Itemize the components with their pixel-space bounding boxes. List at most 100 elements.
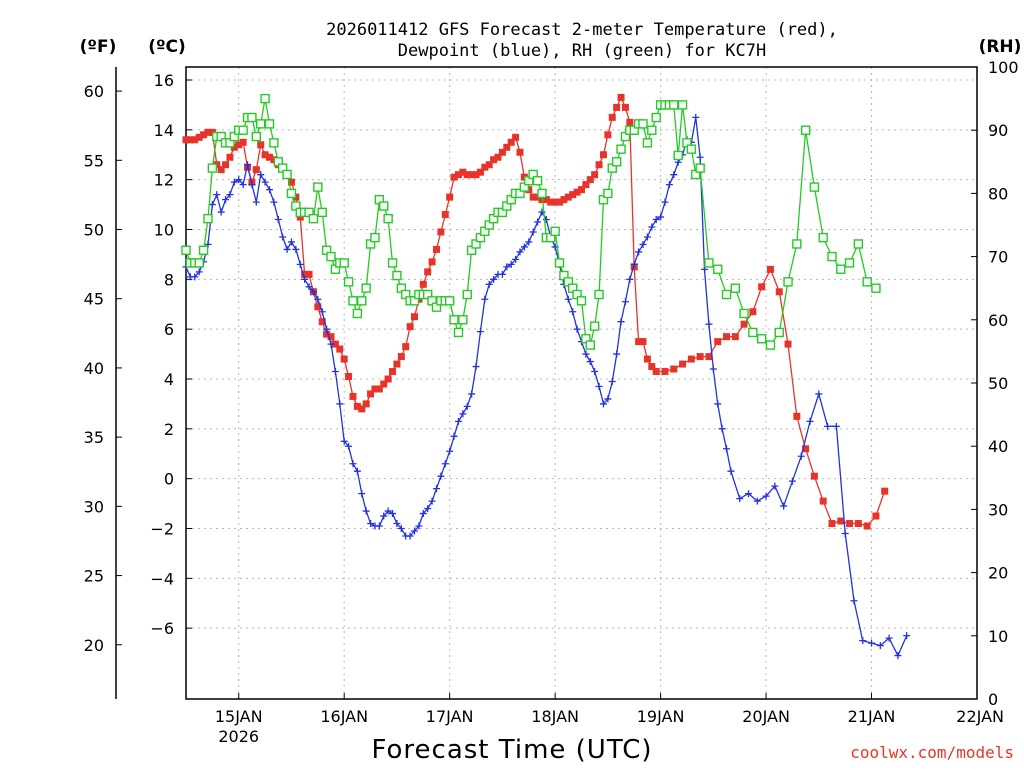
dewpoint-point bbox=[670, 171, 678, 179]
dewpoint-point bbox=[419, 510, 427, 518]
dewpoint-point bbox=[714, 400, 722, 408]
x-tick-label: 19JAN bbox=[637, 707, 685, 726]
temperature-point bbox=[204, 128, 212, 136]
temperature-point bbox=[195, 133, 203, 141]
temperature-point bbox=[802, 445, 810, 453]
rh-point bbox=[647, 125, 657, 135]
temperature-point bbox=[397, 353, 405, 361]
dewpoint-point bbox=[564, 295, 572, 303]
temperature-point bbox=[287, 178, 295, 186]
dewpoint-point bbox=[639, 240, 647, 248]
temperature-point bbox=[472, 171, 480, 179]
rh-point bbox=[348, 296, 358, 306]
dewpoint-point bbox=[437, 472, 445, 480]
rh-point bbox=[383, 213, 393, 224]
dewpoint-point bbox=[468, 390, 476, 398]
dewpoint-point bbox=[705, 320, 713, 328]
rh-point bbox=[256, 119, 266, 129]
rh-point bbox=[313, 182, 323, 192]
rh-point bbox=[361, 283, 371, 293]
temperature-point bbox=[551, 198, 559, 206]
celsius-axis-label: (ºC) bbox=[148, 37, 186, 57]
dewpoint-point bbox=[252, 198, 260, 206]
rh-point bbox=[638, 119, 648, 129]
rh-point bbox=[392, 270, 402, 281]
dewpoint-point bbox=[191, 273, 199, 281]
dewpoint-point bbox=[463, 402, 471, 410]
temperature-point bbox=[432, 245, 440, 253]
temperature-point bbox=[494, 153, 502, 161]
temperature-point bbox=[257, 141, 265, 149]
dewpoint-point bbox=[213, 191, 221, 199]
celsius-tick-label: 8 bbox=[164, 270, 174, 289]
dewpoint-point bbox=[613, 350, 621, 358]
dewpoint-point bbox=[841, 529, 849, 537]
dewpoint-point bbox=[859, 637, 867, 645]
rh-point bbox=[756, 334, 767, 344]
x-axis-title: Forecast Time (UTC) bbox=[371, 735, 652, 765]
rh-point bbox=[594, 289, 604, 300]
rh-point bbox=[444, 296, 455, 306]
rh-line bbox=[185, 98, 877, 347]
rh-point bbox=[862, 277, 872, 287]
dewpoint-point bbox=[771, 482, 779, 490]
rh-point bbox=[818, 232, 828, 243]
celsius-tick-label: 4 bbox=[164, 370, 174, 389]
dewpoint-point bbox=[885, 634, 893, 642]
dewpoint-point bbox=[230, 178, 238, 186]
temperature-point bbox=[217, 166, 225, 174]
temperature-point bbox=[793, 412, 801, 420]
rh-point bbox=[317, 207, 327, 218]
rh-point bbox=[537, 188, 547, 199]
dewpoint-point bbox=[327, 340, 335, 348]
temperature-point bbox=[358, 405, 366, 413]
rh-tick-label: 70 bbox=[988, 248, 1008, 267]
temperature-point bbox=[239, 138, 247, 146]
dewpoint-point bbox=[208, 201, 216, 209]
temperature-point bbox=[560, 196, 568, 204]
temperature-point bbox=[331, 340, 339, 348]
fahrenheit-tick-label: 50 bbox=[84, 221, 104, 240]
temperature-point bbox=[670, 365, 678, 373]
dewpoint-point bbox=[389, 510, 397, 518]
temperature-point bbox=[428, 258, 436, 266]
temperature-point bbox=[705, 353, 713, 361]
temperature-point bbox=[573, 188, 581, 196]
rh-point bbox=[836, 264, 846, 274]
rh-point bbox=[748, 327, 758, 338]
dewpoint-point bbox=[257, 171, 265, 179]
temperature-point bbox=[679, 360, 687, 368]
dewpoint-point bbox=[635, 248, 643, 256]
rh-point bbox=[611, 157, 622, 167]
dewpoint-point bbox=[301, 275, 309, 283]
celsius-tick-label: 12 bbox=[154, 171, 174, 190]
temperature-point bbox=[252, 166, 260, 174]
temperature-point bbox=[740, 320, 748, 328]
rh-point bbox=[343, 277, 354, 287]
dewpoint-point bbox=[507, 260, 515, 268]
temperature-point bbox=[696, 353, 704, 361]
temperature-point bbox=[599, 151, 607, 159]
dewpoint-point bbox=[797, 452, 805, 460]
temperature-point bbox=[582, 181, 590, 189]
temperature-point bbox=[235, 141, 243, 149]
fahrenheit-tick-label: 45 bbox=[84, 290, 104, 309]
temperature-point bbox=[182, 136, 190, 144]
dewpoint-point bbox=[454, 417, 462, 425]
temperature-point bbox=[556, 198, 564, 206]
temperature-point bbox=[547, 198, 555, 206]
rh-point bbox=[844, 258, 855, 268]
rh-point bbox=[264, 119, 275, 129]
rh-point bbox=[677, 100, 688, 110]
chart-title-line2: Dewpoint (blue), RH (green) for KC7H bbox=[398, 41, 766, 61]
temperature-point bbox=[819, 497, 827, 505]
rh-tick-label: 80 bbox=[988, 184, 1008, 203]
dewpoint-point bbox=[630, 260, 638, 268]
dewpoint-point bbox=[490, 275, 498, 283]
dewpoint-point bbox=[279, 233, 287, 241]
dewpoint-point bbox=[195, 268, 203, 276]
temperature-point bbox=[538, 196, 546, 204]
temperature-point bbox=[476, 168, 484, 176]
dewpoint-point bbox=[586, 358, 594, 366]
dewpoint-point bbox=[780, 502, 788, 510]
